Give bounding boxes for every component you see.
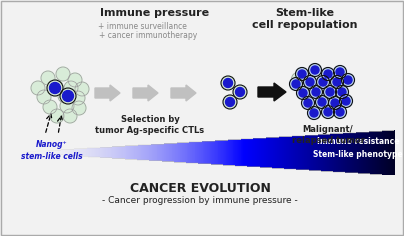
Text: Immuno resistance
Stem-like phenotype: Immuno resistance Stem-like phenotype bbox=[313, 137, 403, 159]
Circle shape bbox=[336, 68, 344, 76]
Circle shape bbox=[312, 88, 320, 96]
Circle shape bbox=[301, 97, 314, 110]
FancyArrow shape bbox=[171, 85, 196, 101]
Text: Malignant/
relapsed tumor: Malignant/ relapsed tumor bbox=[292, 125, 364, 145]
Circle shape bbox=[47, 80, 63, 96]
Text: Stem-like
cell repopulation: Stem-like cell repopulation bbox=[252, 8, 358, 30]
Circle shape bbox=[319, 78, 327, 86]
Circle shape bbox=[37, 90, 51, 104]
Circle shape bbox=[328, 97, 341, 110]
Circle shape bbox=[71, 91, 85, 105]
Circle shape bbox=[331, 99, 339, 107]
Circle shape bbox=[60, 99, 74, 113]
Text: - Cancer progression by immune pressure -: - Cancer progression by immune pressure … bbox=[102, 196, 298, 205]
Circle shape bbox=[50, 83, 61, 93]
Circle shape bbox=[43, 100, 57, 114]
Circle shape bbox=[58, 89, 72, 103]
Circle shape bbox=[333, 78, 341, 86]
Circle shape bbox=[316, 76, 330, 88]
Circle shape bbox=[332, 83, 345, 96]
Circle shape bbox=[324, 70, 332, 78]
Circle shape bbox=[342, 97, 350, 105]
Text: + immune surveillance: + immune surveillance bbox=[97, 22, 186, 31]
FancyArrow shape bbox=[95, 85, 120, 101]
Circle shape bbox=[341, 73, 354, 87]
Circle shape bbox=[297, 87, 309, 100]
Circle shape bbox=[295, 67, 309, 80]
Circle shape bbox=[63, 109, 77, 123]
Circle shape bbox=[326, 88, 334, 96]
Circle shape bbox=[56, 67, 70, 81]
Circle shape bbox=[344, 76, 352, 84]
Circle shape bbox=[298, 70, 306, 78]
Circle shape bbox=[292, 72, 305, 85]
Circle shape bbox=[223, 79, 232, 88]
Text: CANCER EVOLUTION: CANCER EVOLUTION bbox=[130, 182, 270, 195]
Circle shape bbox=[41, 71, 55, 85]
Circle shape bbox=[292, 80, 300, 88]
Circle shape bbox=[75, 82, 89, 96]
Circle shape bbox=[299, 89, 307, 97]
Circle shape bbox=[225, 97, 234, 106]
FancyArrow shape bbox=[133, 85, 158, 101]
Circle shape bbox=[333, 105, 347, 118]
Circle shape bbox=[60, 88, 76, 104]
Circle shape bbox=[335, 85, 349, 98]
Circle shape bbox=[233, 85, 247, 99]
Circle shape bbox=[63, 90, 74, 101]
Circle shape bbox=[311, 66, 319, 74]
Circle shape bbox=[324, 85, 337, 98]
Circle shape bbox=[310, 109, 318, 117]
Circle shape bbox=[316, 96, 328, 109]
Text: Selection by
tumor Ag-specific CTLs: Selection by tumor Ag-specific CTLs bbox=[95, 115, 204, 135]
Circle shape bbox=[322, 105, 335, 118]
Circle shape bbox=[309, 85, 322, 98]
Circle shape bbox=[50, 109, 64, 123]
Circle shape bbox=[336, 108, 344, 116]
Circle shape bbox=[68, 73, 82, 87]
Circle shape bbox=[307, 106, 320, 119]
FancyArrow shape bbox=[258, 83, 286, 101]
Text: Immune pressure: Immune pressure bbox=[101, 8, 210, 18]
Circle shape bbox=[309, 63, 322, 76]
Circle shape bbox=[333, 66, 347, 79]
Circle shape bbox=[49, 80, 63, 94]
Circle shape bbox=[290, 77, 303, 90]
Circle shape bbox=[304, 99, 312, 107]
Circle shape bbox=[221, 76, 235, 90]
Circle shape bbox=[324, 108, 332, 116]
Circle shape bbox=[72, 101, 86, 115]
Text: + cancer immunotherapy: + cancer immunotherapy bbox=[99, 31, 197, 40]
Circle shape bbox=[236, 88, 244, 97]
Circle shape bbox=[322, 67, 335, 80]
Circle shape bbox=[318, 101, 330, 114]
Circle shape bbox=[338, 88, 346, 96]
Circle shape bbox=[31, 81, 45, 95]
Circle shape bbox=[330, 76, 343, 88]
Circle shape bbox=[339, 94, 353, 108]
Circle shape bbox=[303, 76, 316, 88]
Text: Nanog⁺
stem-like cells: Nanog⁺ stem-like cells bbox=[21, 140, 83, 161]
Circle shape bbox=[318, 98, 326, 106]
Circle shape bbox=[223, 95, 237, 109]
Circle shape bbox=[306, 78, 314, 86]
Circle shape bbox=[64, 81, 78, 95]
